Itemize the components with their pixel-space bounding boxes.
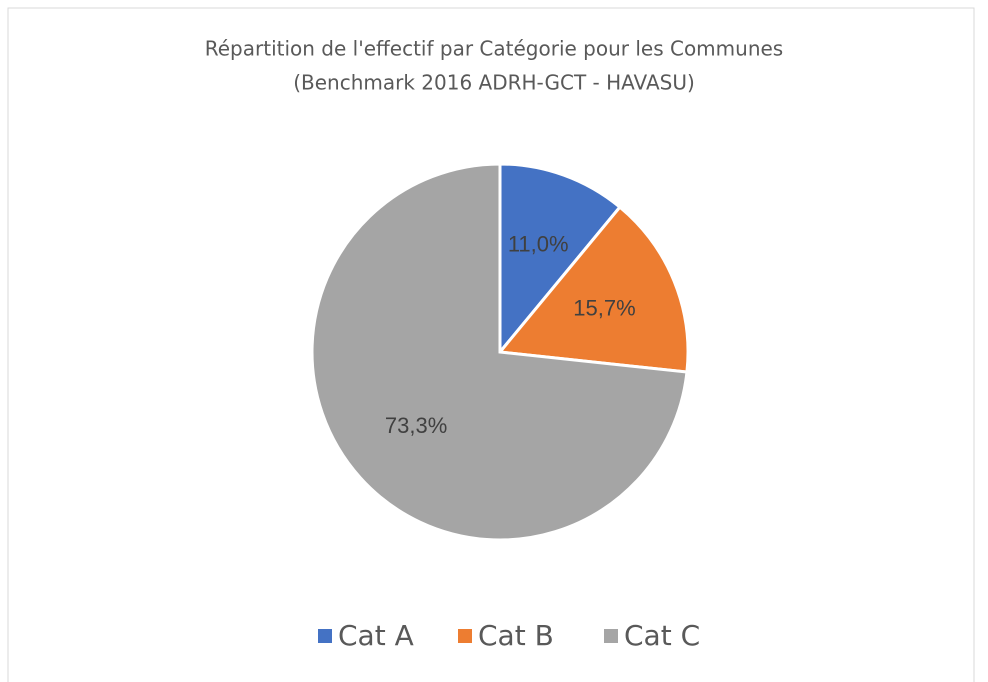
legend-swatch <box>318 629 332 643</box>
pie-slice <box>497 205 690 374</box>
legend-swatch <box>604 629 618 643</box>
data-label: 11,0% <box>508 232 569 257</box>
legend-label: Cat C <box>624 619 700 652</box>
legend-swatch <box>458 629 472 643</box>
legend-label: Cat A <box>338 619 414 652</box>
chart-title: (Benchmark 2016 ADRH-GCT - HAVASU) <box>293 71 695 95</box>
pie-slice <box>498 162 622 357</box>
data-label: 73,3% <box>385 413 447 438</box>
pie-slice <box>310 162 689 542</box>
data-label: 15,7% <box>573 295 635 320</box>
chart-title: Répartition de l'effectif par Catégorie … <box>205 37 783 61</box>
legend-label: Cat B <box>478 619 554 652</box>
